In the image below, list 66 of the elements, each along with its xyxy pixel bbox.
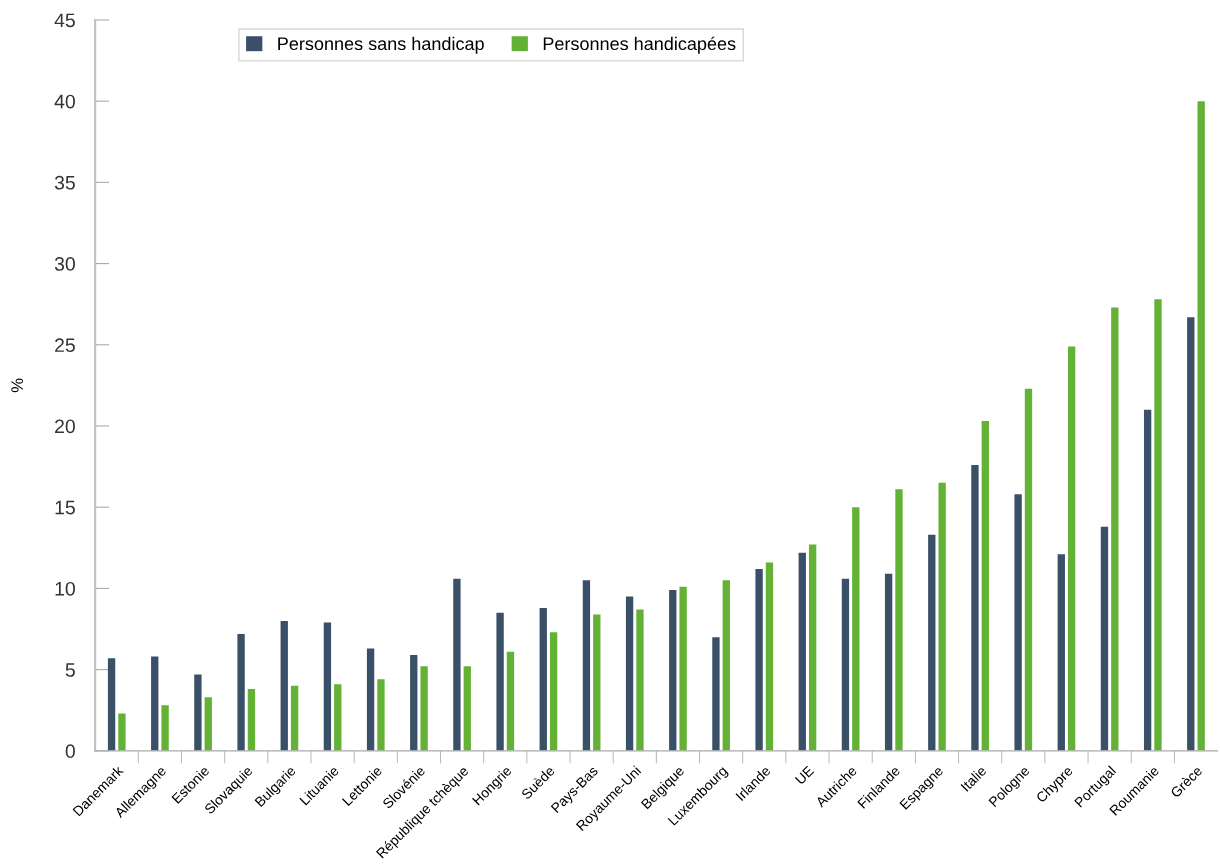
bar — [366, 648, 375, 751]
bar — [151, 656, 159, 751]
bar — [118, 713, 126, 751]
bar — [808, 544, 817, 751]
bar — [1111, 307, 1119, 751]
y-tick-label: 20 — [55, 419, 75, 434]
bar — [1100, 526, 1109, 751]
bar — [895, 489, 903, 751]
bar — [938, 482, 946, 751]
bar — [539, 607, 547, 751]
bar — [549, 632, 558, 751]
legend-label: Personnes sans handicap — [278, 36, 484, 54]
bar — [453, 578, 461, 751]
bar — [669, 590, 677, 751]
y-tick-label: 35 — [54, 175, 75, 190]
bar — [722, 580, 730, 751]
bar — [971, 464, 979, 751]
y-tick-label: 15 — [55, 500, 75, 515]
x-tick-label: UE — [794, 765, 815, 785]
bar — [798, 552, 806, 751]
bar — [712, 637, 720, 751]
bar — [194, 674, 202, 751]
y-tick-label: 40 — [54, 94, 75, 109]
bar — [334, 684, 342, 751]
bar — [1187, 317, 1195, 751]
bar — [107, 658, 116, 751]
bar — [506, 651, 515, 751]
bar — [161, 705, 169, 751]
y-tick-label: 0 — [65, 744, 75, 759]
bar — [1197, 101, 1205, 751]
bar — [323, 622, 332, 751]
bar — [765, 562, 774, 751]
bar — [593, 614, 601, 751]
bar — [280, 620, 288, 751]
bar — [247, 689, 256, 751]
y-tick-label: 45 — [54, 13, 75, 28]
bar — [884, 573, 893, 751]
bar — [1024, 388, 1033, 751]
bar — [852, 507, 860, 751]
bar — [1067, 346, 1076, 751]
bar — [981, 421, 989, 751]
bar — [463, 666, 471, 751]
bar — [679, 586, 687, 751]
bar — [755, 568, 763, 751]
bar — [841, 578, 850, 751]
y-axis-title: % — [11, 378, 23, 393]
bar — [1143, 409, 1152, 751]
bar — [496, 612, 504, 751]
bar — [625, 596, 634, 751]
bar — [420, 666, 428, 751]
bar — [290, 685, 299, 751]
bar — [636, 609, 644, 751]
y-tick-label: 30 — [54, 257, 75, 271]
y-tick-label: 5 — [65, 663, 75, 677]
bar — [928, 534, 936, 751]
bar — [237, 633, 245, 751]
bar — [1154, 299, 1162, 751]
y-tick-label: 25 — [55, 338, 75, 353]
bar — [582, 580, 591, 751]
bar — [410, 655, 418, 751]
bar — [1057, 554, 1065, 751]
y-tick-label: 10 — [55, 581, 75, 596]
bar — [204, 697, 212, 751]
bar — [1014, 494, 1022, 751]
bar — [377, 679, 385, 751]
legend-label: Personnes handicapées — [543, 36, 736, 54]
